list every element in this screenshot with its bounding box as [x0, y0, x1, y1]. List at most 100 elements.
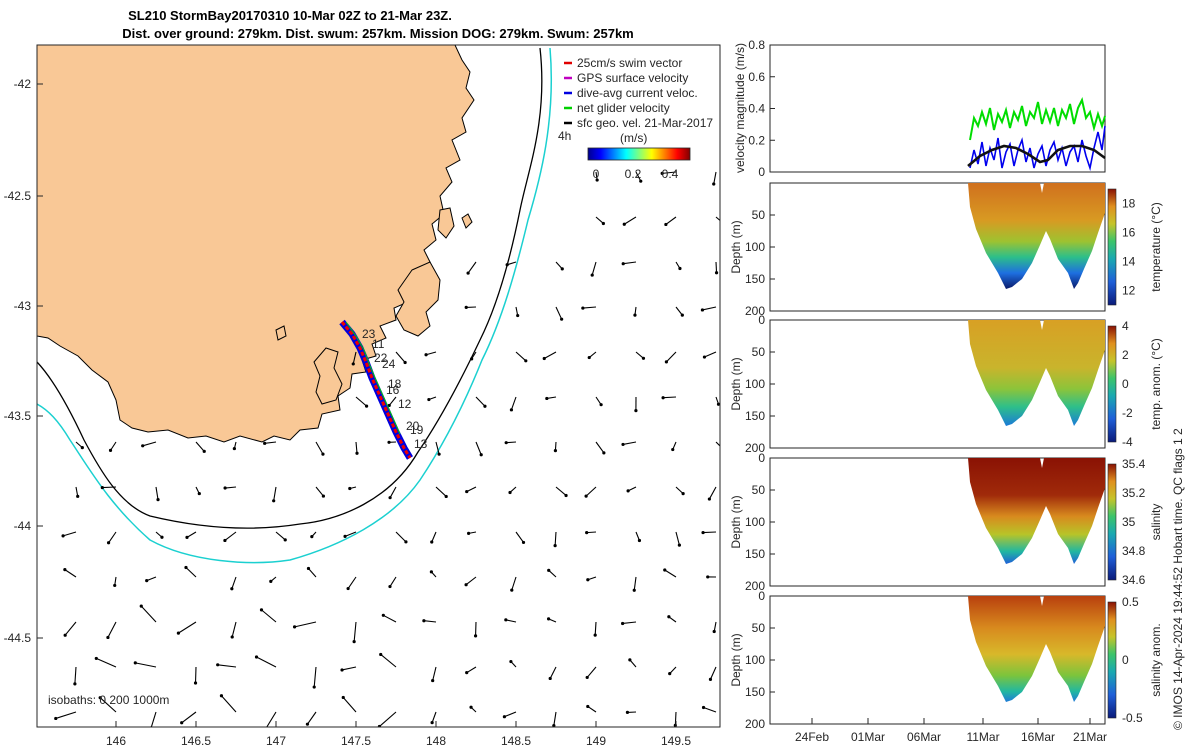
current-vector [585, 666, 597, 680]
current-vector [73, 666, 77, 686]
section-colorbar [1107, 463, 1117, 581]
colorbar-tick-label: 0.5 [1122, 595, 1139, 609]
current-vector [595, 216, 605, 226]
current-vector [628, 658, 637, 668]
depth-tick-label: 50 [752, 621, 766, 635]
current-vector [219, 694, 237, 713]
date-tick-label: 01Mar [851, 730, 885, 744]
current-vector [435, 441, 441, 456]
current-vector [430, 531, 437, 544]
legend-label: net glider velocity [577, 101, 670, 115]
section-panel: 0 50 100 150 200 Depth (m) 0.5 0 -0.5 salinity an… [729, 589, 1163, 731]
current-vector [555, 486, 568, 498]
colorbar-tick-label: 2 [1122, 348, 1129, 362]
current-vector [712, 171, 717, 186]
current-vector [595, 171, 599, 182]
current-vector [230, 621, 237, 639]
current-vector [510, 576, 517, 592]
current-vector [424, 351, 437, 357]
current-vector [675, 261, 682, 271]
current-vector [515, 531, 526, 545]
current-vector [395, 531, 408, 544]
colorbar-tick-label: 0 [1122, 653, 1129, 667]
section-fill [968, 183, 1105, 289]
vel-tick-label: 0.8 [748, 38, 765, 52]
land-islet [275, 325, 287, 341]
current-vector [675, 531, 681, 547]
current-vector [133, 661, 157, 668]
lon-tick-label: 147.5 [341, 734, 371, 748]
colorbar-tick: 0.2 [625, 167, 642, 181]
current-vector [700, 306, 717, 312]
current-vector [155, 486, 160, 502]
current-vector [706, 575, 717, 579]
colorbar-tick-label: 34.6 [1122, 573, 1146, 587]
series-net-glider-velocity [969, 97, 1106, 141]
current-vector [475, 441, 483, 457]
depth-tick-label: 100 [745, 515, 765, 529]
track-label: 19 [410, 423, 424, 437]
lon-tick-label: 147 [266, 734, 286, 748]
date-tick-label: 11Mar [966, 730, 999, 744]
current-vector [545, 396, 557, 401]
current-vector [387, 396, 397, 408]
current-vector [590, 261, 597, 277]
current-vector [701, 530, 717, 535]
depth-tick-label: 150 [745, 272, 765, 286]
current-vector [626, 486, 637, 493]
current-vector [548, 666, 557, 681]
colorbar-tick-label: 18 [1122, 197, 1136, 211]
current-vector [509, 396, 517, 412]
depth-tick-label: 50 [752, 208, 766, 222]
current-vector [553, 531, 557, 548]
current-vector [94, 656, 117, 668]
current-vector [661, 396, 677, 400]
date-tick-label: 06Mar [907, 730, 941, 744]
current-vector [98, 696, 117, 713]
colorbar-tick: 0.4 [662, 167, 679, 181]
current-vector [581, 306, 597, 310]
current-vector [216, 663, 237, 668]
legend-entry: GPS surface velocity [564, 71, 688, 85]
current-vector [621, 441, 637, 447]
current-vector [464, 305, 477, 310]
current-vector [63, 621, 77, 637]
current-vector [584, 486, 597, 498]
current-vector [595, 396, 603, 407]
legend-label: GPS surface velocity [577, 71, 688, 85]
current-vector [547, 568, 557, 578]
current-vector [315, 486, 325, 498]
track-label: 23 [362, 327, 376, 341]
current-vector [254, 655, 277, 668]
current-vector-field [54, 171, 720, 727]
current-vector [475, 396, 487, 408]
date-axis: 24Feb 01Mar 06Mar 11Mar 16Mar 21Mar [795, 718, 1107, 744]
current-vector [352, 621, 357, 644]
colorbar-label: temperature (°C) [1149, 202, 1163, 292]
legend-entry: dive-avg current veloc. [564, 86, 698, 100]
current-vector [470, 351, 477, 361]
current-vector [232, 441, 237, 451]
current-vector [621, 261, 637, 266]
land-islet [461, 213, 473, 229]
lon-tick-label: 146 [106, 734, 126, 748]
current-vector [315, 441, 325, 456]
current-vector [586, 704, 597, 713]
current-vector [515, 351, 528, 363]
current-vector [185, 531, 197, 539]
depth-tick-label: 50 [752, 483, 766, 497]
lon-tick-label: 149.5 [661, 734, 691, 748]
current-vector [379, 652, 397, 668]
depth-tick-label: 200 [745, 441, 765, 455]
current-vector [54, 711, 77, 721]
current-vector [395, 351, 407, 365]
colorbar-tick-label: -0.5 [1122, 711, 1143, 725]
depth-ylabel: Depth (m) [729, 357, 743, 410]
current-vector [553, 441, 558, 453]
lat-tick-label: -42 [14, 77, 32, 91]
current-vector [355, 441, 359, 455]
colorbar-label: temp. anom. (°C) [1149, 338, 1163, 430]
colorbar-tick-label: 12 [1122, 284, 1136, 298]
